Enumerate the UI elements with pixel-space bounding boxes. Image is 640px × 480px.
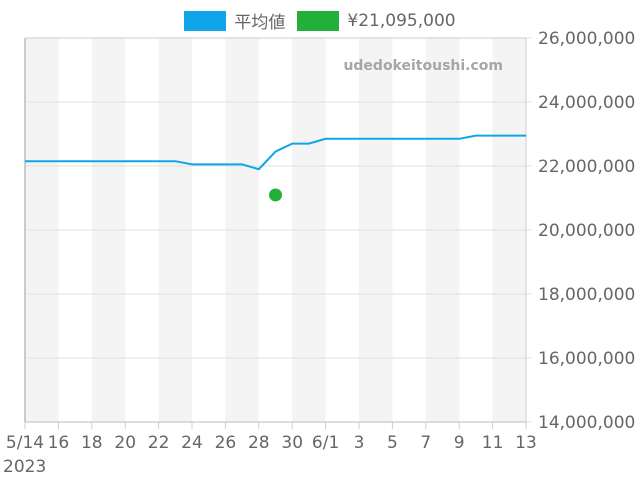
y-tick-label: 26,000,000 [538,29,635,49]
legend-item-price[interactable]: ¥21,095,000 [297,10,456,31]
x-tick-label: 20 [114,433,136,453]
x-tick-label: 6/1 [312,433,339,453]
x-year-label: 2023 [3,457,46,477]
y-tick-label: 16,000,000 [538,349,635,369]
legend-label-average: 平均値 [234,13,286,33]
x-tick-label: 16 [48,433,70,453]
x-tick-label: 22 [148,433,170,453]
legend-item-average[interactable]: 平均値 [184,8,285,33]
x-tick-label: 5 [387,433,398,453]
x-tick-label: 5/14 [6,433,44,453]
legend-label-price: ¥21,095,000 [347,10,456,31]
y-tick-label: 14,000,000 [538,413,635,433]
chart-legend: 平均値 ¥21,095,000 [0,8,640,33]
average-price-line [25,134,526,171]
x-tick-label: 3 [354,433,365,453]
x-tick-label: 13 [515,433,537,453]
x-tick-label: 18 [81,433,103,453]
y-tick-label: 20,000,000 [538,221,635,241]
y-tick-label: 24,000,000 [538,93,635,113]
x-tick-label: 28 [248,433,270,453]
x-tick-label: 24 [181,433,203,453]
y-tick-label: 22,000,000 [538,157,635,177]
x-tick-label: 7 [420,433,431,453]
x-tick-label: 9 [454,433,465,453]
legend-swatch-price [297,10,340,31]
x-tick-label: 26 [215,433,237,453]
price-point [269,188,282,202]
x-tick-label: 11 [482,433,504,453]
y-tick-label: 18,000,000 [538,285,635,305]
legend-swatch-average [184,10,227,31]
x-tick-label: 30 [281,433,303,453]
watermark: udedokeitoushi.com [343,58,503,74]
